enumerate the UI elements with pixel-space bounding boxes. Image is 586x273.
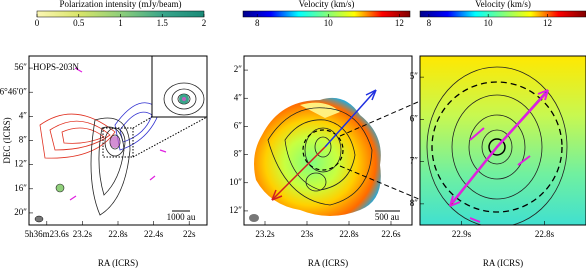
y-tick-label: 2″ bbox=[234, 64, 243, 74]
y-tick-label: 6″ bbox=[410, 113, 419, 123]
panel-image bbox=[420, 56, 586, 225]
colorbar-tick-label: 12 bbox=[395, 18, 404, 28]
x-axis-label: RA (ICRS) bbox=[98, 258, 138, 268]
colorbar-tick-label: 2 bbox=[202, 18, 207, 28]
y-tick-label: 7″ bbox=[410, 156, 419, 166]
colorbar-label: Polarization intensity (mJy/beam) bbox=[60, 0, 182, 9]
x-tick-label: 22.9s bbox=[452, 229, 472, 239]
panel-frame bbox=[243, 55, 413, 226]
panel-image bbox=[244, 56, 412, 225]
colorbar-tick-label: 1 bbox=[118, 18, 123, 28]
y-tick-label: 8″ bbox=[234, 149, 243, 159]
y-tick-label: 12″ bbox=[14, 159, 27, 169]
colorbar-tick-label: 8 bbox=[255, 18, 260, 28]
y-tick-label: 20″ bbox=[14, 207, 27, 217]
colorbar-label: Velocity (km/s) bbox=[475, 0, 531, 9]
colorbar-tick-label: 10 bbox=[484, 18, 494, 28]
annotation: 500 au bbox=[375, 212, 400, 222]
x-tick-label: 22s bbox=[183, 229, 196, 239]
colorbar-tick-label: 12 bbox=[543, 18, 552, 28]
colorbar bbox=[242, 10, 411, 18]
y-tick-label: 4″ bbox=[234, 92, 243, 102]
x-tick-label: 22.6s bbox=[381, 229, 401, 239]
x-tick-label: 22.8s bbox=[535, 229, 555, 239]
y-tick-label: 12″ bbox=[229, 205, 242, 215]
panel-frame bbox=[419, 55, 586, 226]
y-tick-label: 8″ bbox=[410, 198, 419, 208]
y-tick-label: 10″ bbox=[229, 177, 242, 187]
colorbar-label: Velocity (km/s) bbox=[299, 0, 355, 9]
y-tick-label: 6″ bbox=[234, 120, 243, 130]
zoom-line bbox=[339, 165, 446, 211]
y-tick-label: -6°46′0″ bbox=[0, 86, 27, 96]
colorbar-tick-label: 0.5 bbox=[73, 18, 85, 28]
colorbar bbox=[419, 10, 586, 18]
x-tick-label: 22.8s bbox=[108, 229, 128, 239]
colorbar-tick-label: 0 bbox=[35, 18, 40, 28]
colorbar-tick-label: 1.5 bbox=[157, 18, 169, 28]
annotation: 1000 au bbox=[167, 212, 196, 222]
x-tick-label: 23.2s bbox=[73, 229, 93, 239]
x-tick-label: 23s bbox=[301, 229, 314, 239]
y-tick-label: 4″ bbox=[19, 110, 28, 120]
x-axis-label: RA (ICRS) bbox=[483, 258, 523, 268]
y-axis-label: DEC (ICRS) bbox=[2, 117, 12, 163]
x-tick-label: 22.8s bbox=[339, 229, 359, 239]
colorbar-tick-label: 10 bbox=[324, 18, 334, 28]
y-tick-label: 16″ bbox=[14, 183, 27, 193]
panel-image bbox=[29, 56, 207, 225]
x-tick-label: 22.4s bbox=[144, 229, 164, 239]
x-tick-label: 5h36m23.6s bbox=[25, 229, 70, 239]
y-tick-label: 56″ bbox=[14, 62, 27, 72]
y-tick-label: 8″ bbox=[19, 135, 28, 145]
colorbar-tick-label: 8 bbox=[427, 18, 432, 28]
y-tick-label: 5″ bbox=[410, 71, 419, 81]
annotation: HOPS-203N bbox=[33, 62, 80, 72]
x-tick-label: 23.2s bbox=[255, 229, 275, 239]
x-axis-label: RA (ICRS) bbox=[308, 258, 348, 268]
